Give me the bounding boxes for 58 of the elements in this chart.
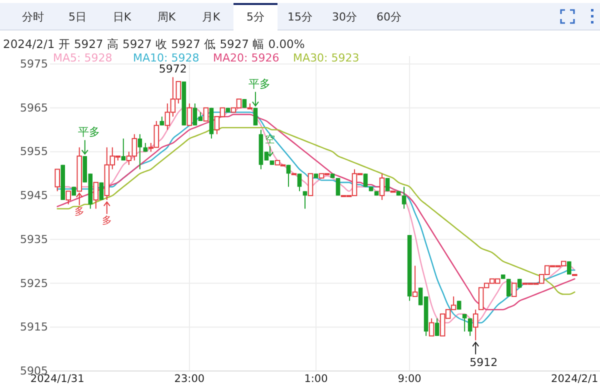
candlestick <box>297 173 302 192</box>
y-tick-label: 5975 <box>20 58 48 70</box>
text: 30分 <box>332 10 357 24</box>
x-tick-label: 2024/2/1 <box>551 373 598 384</box>
candlestick <box>286 164 291 188</box>
text: MA20: 5926 <box>213 52 280 64</box>
text: 60分 <box>376 10 402 24</box>
text: 5分 <box>246 10 264 24</box>
candlestick <box>402 186 406 210</box>
x-tick-label: 1:00 <box>304 373 328 384</box>
y-tick-label: 5935 <box>20 232 48 246</box>
candlestick <box>412 265 418 297</box>
text: MA10: 5928 <box>133 52 200 64</box>
candlestick <box>66 190 72 205</box>
candlestick <box>506 278 511 297</box>
annotation: 平多 <box>248 77 270 90</box>
y-tick-label: 5915 <box>20 320 48 334</box>
text: MA30: 5923 <box>293 52 360 64</box>
text: 15分 <box>288 10 312 24</box>
candlestick <box>308 173 314 196</box>
candlestick <box>379 173 385 200</box>
y-tick-label: 5945 <box>20 189 48 202</box>
text: 分时 <box>22 10 44 24</box>
annotation: 多 <box>102 214 112 226</box>
annotation: 5912 <box>470 356 498 369</box>
candlestick <box>302 190 308 210</box>
annotation: 5972 <box>158 62 187 76</box>
candlestick <box>138 134 142 170</box>
text: 5日 <box>68 10 86 24</box>
chart-title: 2024/2/1 开 5927 高 5927 收 5927 低 5927 幅 0.00% <box>3 37 305 51</box>
candlestick <box>472 309 478 341</box>
candlestick <box>462 313 467 332</box>
text: MA5: 5928 <box>53 52 112 64</box>
y-tick-label: 5965 <box>20 101 48 114</box>
text: 周K <box>157 10 176 24</box>
x-tick-label: 9:00 <box>398 373 422 384</box>
y-tick-label: 5925 <box>20 276 48 290</box>
candlestick <box>336 178 340 196</box>
text: 月K <box>202 10 221 24</box>
annotation: 多 <box>74 206 84 218</box>
y-tick-label: 5955 <box>20 145 48 158</box>
candlestick <box>121 138 126 161</box>
candlestick <box>363 173 368 188</box>
candlestick <box>54 168 60 192</box>
candlestick <box>468 318 472 336</box>
candlestick <box>253 107 258 126</box>
candlestick <box>428 318 434 336</box>
candlestick <box>203 107 209 122</box>
candlestick <box>511 282 517 297</box>
candlestick <box>99 182 104 200</box>
annotation: 空 <box>264 134 275 146</box>
candlestick <box>93 182 99 210</box>
candlestick <box>385 178 390 192</box>
text: 日K <box>112 10 132 24</box>
x-tick-label: 23:00 <box>174 373 205 384</box>
candlestick <box>186 102 192 126</box>
annotation: 平多 <box>78 126 100 139</box>
candlestick <box>434 318 440 336</box>
